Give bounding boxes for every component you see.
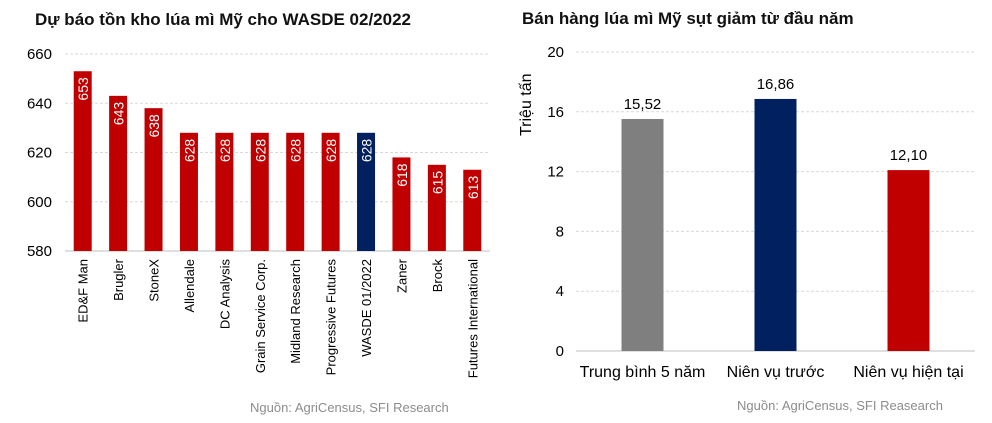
y-tick-label: 620 — [27, 145, 52, 162]
x-tick-label: Allendale — [182, 259, 197, 313]
y-tick-label: 20 — [547, 44, 564, 61]
y-tick-label: 16 — [547, 104, 564, 121]
x-tick-label: Trung bình 5 năm — [580, 364, 706, 381]
bar — [621, 118, 664, 351]
data-label: 628 — [181, 139, 197, 163]
bar — [144, 108, 163, 251]
y-tick-label: 640 — [27, 95, 52, 112]
bar — [321, 132, 340, 251]
x-tick-label: Progressive Futures — [324, 259, 339, 376]
bar — [109, 95, 128, 251]
x-tick-label: StoneX — [147, 259, 162, 302]
x-tick-label: WASDE 01/2022 — [359, 259, 374, 357]
x-tick-label: DC Analysis — [217, 259, 232, 330]
y-tick-label: 660 — [27, 46, 52, 63]
data-label: 628 — [217, 139, 233, 163]
data-label: 628 — [252, 139, 268, 163]
data-label: 628 — [288, 139, 304, 163]
bar — [215, 132, 234, 251]
data-label: 638 — [146, 114, 162, 138]
bar — [392, 157, 411, 251]
data-label: 628 — [359, 139, 375, 163]
bar — [754, 98, 797, 352]
y-tick-label: 12 — [547, 164, 564, 181]
bar — [357, 132, 376, 251]
left-bar-chart: 580 600 620 640 660 653 ED&F Man 643 Brugler 638 S… — [27, 46, 490, 378]
bar — [250, 132, 269, 251]
bar — [463, 169, 482, 251]
chart-title-left: Dự báo tồn kho lúa mì Mỹ cho WASDE 02/20… — [35, 10, 412, 29]
data-label: 615 — [429, 171, 445, 195]
source-note-left: Nguồn: AgriCensus, SFI Research — [250, 400, 449, 415]
y-tick-label: 8 — [556, 223, 564, 240]
x-tick-label: Zaner — [394, 258, 409, 293]
x-tick-label: Futures International — [465, 259, 480, 378]
x-tick-label: Grain Service Corp. — [253, 259, 268, 373]
y-tick-label: 580 — [27, 243, 52, 260]
x-tick-label: Niên vụ hiện tại — [853, 364, 963, 381]
bar — [887, 170, 930, 351]
x-tick-label: Brugler — [111, 258, 126, 301]
data-label: 15,52 — [624, 96, 662, 113]
data-label: 12,10 — [890, 147, 928, 164]
bar — [286, 132, 305, 251]
data-label: 643 — [111, 102, 127, 126]
data-label: 16,86 — [757, 76, 795, 93]
y-tick-label: 0 — [556, 343, 564, 360]
x-tick-label: ED&F Man — [76, 259, 91, 323]
y-tick-label: 4 — [556, 283, 564, 300]
x-tick-label: Brock — [430, 259, 445, 293]
bar — [427, 164, 446, 251]
y-tick-label: 600 — [27, 194, 52, 211]
chart-title-right: Bán hàng lúa mì Mỹ sụt giảm từ đầu năm — [522, 9, 854, 28]
data-label: 628 — [323, 139, 339, 163]
x-tick-label: Midland Research — [288, 259, 303, 364]
data-label: 618 — [394, 163, 410, 187]
source-note-right: Nguồn: AgriCensus, SFI Reasearch — [737, 398, 943, 413]
bar — [179, 132, 198, 251]
data-label: 613 — [465, 176, 481, 200]
bar — [73, 71, 92, 251]
data-label: 653 — [75, 77, 91, 101]
x-tick-label: Niên vụ trước — [727, 364, 825, 381]
